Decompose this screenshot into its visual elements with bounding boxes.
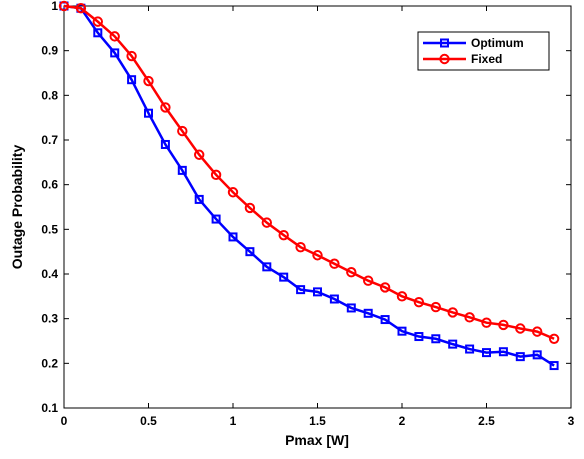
data-point-fixed xyxy=(532,326,543,337)
data-point-optimum xyxy=(245,247,255,257)
data-point-optimum xyxy=(177,165,187,175)
data-point-fixed xyxy=(126,50,137,62)
y-tick-label: 1 xyxy=(51,0,58,13)
data-point-fixed xyxy=(396,291,408,302)
data-point-optimum xyxy=(144,108,153,118)
data-point-optimum xyxy=(194,194,204,204)
y-axis-label: Outage Probability xyxy=(9,145,25,270)
x-axis-ticks: 0 0.5 1 1.5 2 2.5 3 xyxy=(61,6,575,428)
legend-marker-fixed xyxy=(439,53,450,65)
legend-box xyxy=(417,31,550,71)
data-point-fixed xyxy=(515,323,526,334)
data-point-optimum xyxy=(262,262,272,272)
data-point-optimum xyxy=(549,361,559,371)
data-point-fixed xyxy=(464,312,475,323)
data-point-optimum xyxy=(228,232,238,242)
data-point-optimum xyxy=(515,352,525,362)
x-tick-label: 3 xyxy=(568,414,575,428)
data-point-optimum xyxy=(296,285,306,295)
x-tick-label: 0 xyxy=(61,414,68,428)
data-point-optimum xyxy=(414,332,424,342)
y-tick-label: 0.5 xyxy=(41,222,58,236)
y-tick-label: 0.1 xyxy=(41,401,58,415)
data-point-fixed xyxy=(143,75,154,87)
data-point-fixed xyxy=(498,319,509,331)
data-point-fixed xyxy=(346,267,357,278)
data-point-optimum xyxy=(380,315,390,325)
data-point-fixed xyxy=(244,202,256,214)
y-tick-label: 0.9 xyxy=(41,44,58,58)
x-tick-label: 1.5 xyxy=(309,414,326,428)
series-optimum xyxy=(59,1,559,371)
data-point-optimum xyxy=(127,75,137,85)
data-point-fixed xyxy=(481,317,492,328)
data-point-fixed xyxy=(177,125,188,137)
data-point-fixed xyxy=(278,229,289,241)
data-point-optimum xyxy=(110,48,120,58)
data-point-optimum xyxy=(211,214,221,224)
data-point-fixed xyxy=(227,187,239,198)
data-point-fixed xyxy=(295,242,306,253)
y-axis-ticks: 0.1 0.2 0.3 0.4 0.5 0.6 0.7 0.8 0.9 1 xyxy=(41,0,571,415)
legend-marker-optimum xyxy=(440,38,449,48)
y-tick-label: 0.8 xyxy=(41,88,58,102)
series-fixed xyxy=(58,0,560,344)
data-point-fixed xyxy=(160,102,171,113)
data-point-fixed xyxy=(548,333,560,344)
y-tick-label: 0.6 xyxy=(41,178,58,192)
data-point-fixed xyxy=(194,149,205,160)
legend-label-fixed: Fixed xyxy=(471,52,502,66)
x-tick-label: 2 xyxy=(399,414,406,428)
data-point-fixed xyxy=(75,3,87,14)
data-point-fixed xyxy=(447,307,458,318)
data-point-fixed xyxy=(329,258,340,269)
data-point-fixed xyxy=(92,16,104,27)
series-layer xyxy=(58,0,560,371)
data-point-fixed xyxy=(210,169,222,181)
data-point-fixed xyxy=(413,296,425,308)
x-tick-label: 1 xyxy=(230,414,237,428)
data-point-optimum xyxy=(313,287,322,297)
x-axis-label: Pmax [W] xyxy=(285,432,349,448)
data-point-fixed xyxy=(58,0,70,12)
data-point-optimum xyxy=(160,139,170,149)
y-tick-label: 0.3 xyxy=(41,312,58,326)
data-point-optimum xyxy=(431,334,441,344)
x-tick-label: 0.5 xyxy=(140,414,157,428)
data-point-fixed xyxy=(261,217,272,228)
data-point-optimum xyxy=(93,28,103,38)
data-point-optimum xyxy=(532,350,542,360)
data-point-fixed xyxy=(363,275,374,286)
data-point-optimum xyxy=(397,326,407,336)
y-tick-label: 0.4 xyxy=(41,267,58,281)
data-point-optimum xyxy=(498,347,508,357)
data-point-fixed xyxy=(109,31,120,42)
data-point-optimum xyxy=(363,308,373,318)
plot-area xyxy=(63,5,572,409)
legend-label-optimum: Optimum xyxy=(471,36,524,50)
data-point-optimum xyxy=(279,272,289,282)
data-point-optimum xyxy=(482,348,491,358)
data-point-fixed xyxy=(312,250,323,261)
data-point-fixed xyxy=(430,301,441,313)
data-point-optimum xyxy=(329,294,339,304)
y-tick-label: 0.2 xyxy=(41,356,58,370)
data-point-optimum xyxy=(465,344,475,354)
data-point-optimum xyxy=(346,303,356,313)
data-point-optimum xyxy=(448,339,458,349)
data-point-fixed xyxy=(379,282,391,293)
x-tick-label: 2.5 xyxy=(478,414,495,428)
y-tick-label: 0.7 xyxy=(41,133,58,147)
legend: Optimum Fixed xyxy=(417,31,550,71)
